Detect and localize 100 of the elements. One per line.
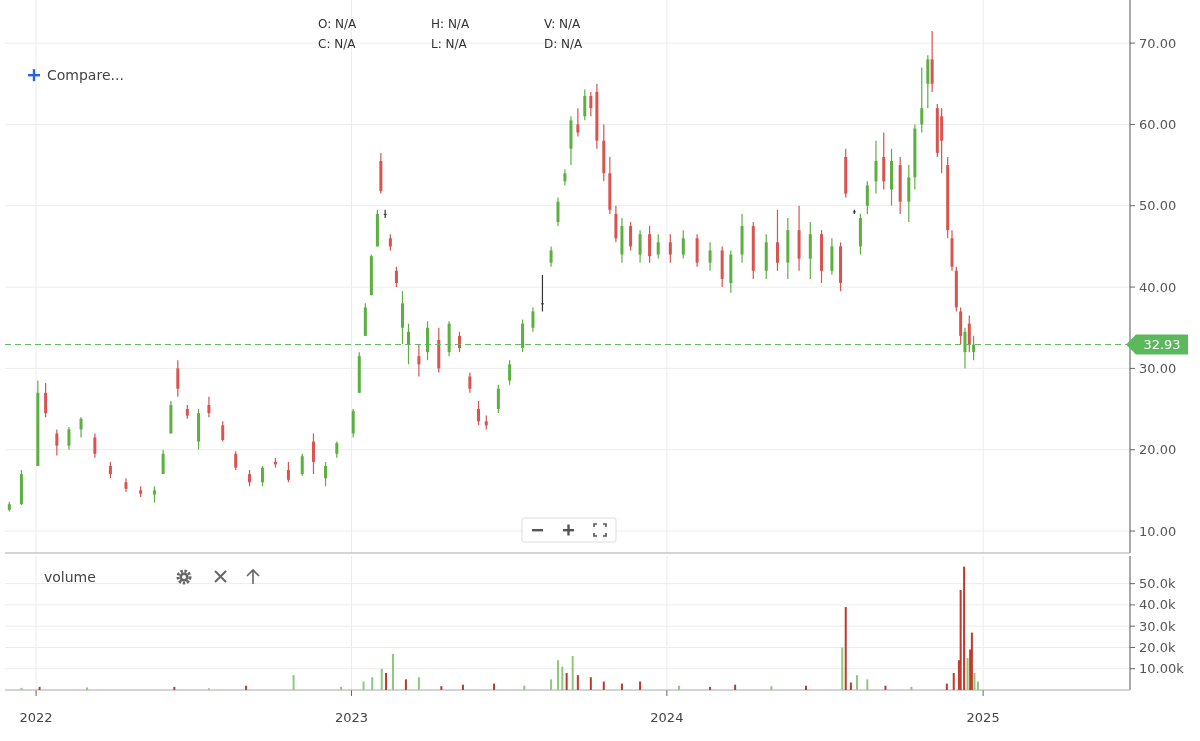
candlestick (638, 229, 642, 264)
bar (945, 683, 948, 690)
bar (966, 658, 969, 690)
y-tick-label: 10.00 (1139, 523, 1177, 539)
candlestick (79, 416, 83, 439)
candlestick (656, 233, 660, 260)
bar (770, 686, 773, 690)
annotation: H: N/A (431, 17, 470, 31)
bar (709, 686, 712, 690)
ref-line-label: 32.93 (1143, 337, 1181, 353)
bar (461, 684, 464, 690)
bar (571, 655, 574, 690)
annotation: C: N/A (318, 37, 357, 51)
x-tick-label: 2024 (650, 710, 684, 725)
annotation: D: N/A (544, 37, 584, 51)
x-tick-label: 2025 (966, 710, 1000, 725)
candlestick (920, 66, 924, 134)
bar (404, 679, 407, 690)
candlestick (549, 245, 553, 268)
bar (639, 681, 642, 690)
candlestick (681, 229, 685, 260)
bar (380, 668, 383, 690)
candlestick (508, 359, 512, 386)
candlestick (583, 88, 587, 121)
bar (734, 684, 737, 690)
bar (602, 681, 605, 690)
y-tick-label: 40.0k (1139, 597, 1176, 613)
bar (385, 672, 388, 690)
candlestick (286, 461, 290, 483)
candlestick (311, 432, 315, 475)
y-tick-label: 50.00 (1139, 198, 1177, 214)
candlestick (576, 107, 580, 138)
candlestick (775, 209, 779, 272)
candlestick (351, 408, 355, 439)
y-tick-label: 60.00 (1139, 116, 1177, 132)
candlestick (963, 327, 967, 369)
candlestick (394, 266, 398, 288)
bar (976, 681, 979, 690)
bar (292, 675, 295, 690)
bar (493, 683, 496, 690)
bar (866, 679, 869, 690)
annotation: Compare... (47, 67, 124, 83)
candlestick (221, 420, 225, 443)
bar (38, 686, 41, 690)
annotation: L: N/A (431, 37, 468, 51)
y-tick-label: 20.00 (1139, 442, 1177, 458)
bar (86, 687, 89, 690)
bar (557, 660, 559, 690)
annotation: O: N/A (318, 17, 358, 31)
candlestick (540, 274, 544, 313)
bar (417, 677, 420, 690)
candlestick (531, 306, 535, 333)
bar (20, 687, 23, 690)
candlestick (207, 396, 211, 418)
candlestick (890, 148, 894, 207)
candlestick (972, 335, 976, 361)
candlestick (668, 233, 672, 264)
candlestick (589, 91, 593, 117)
bar (952, 672, 955, 690)
x-tick-label: 2022 (19, 710, 53, 725)
candlestick (477, 400, 480, 426)
candlestick (300, 453, 304, 477)
bar (340, 686, 343, 690)
candlestick (468, 371, 472, 394)
candlestick (556, 197, 560, 227)
candlestick (161, 449, 165, 475)
candlestick (152, 485, 156, 504)
candlestick (648, 225, 652, 264)
bar (849, 682, 852, 690)
y-tick-label: 10.00k (1139, 661, 1185, 677)
bar (561, 666, 564, 690)
y-tick-label: 40.00 (1139, 279, 1177, 295)
bar (841, 647, 844, 690)
text: volume (44, 569, 96, 585)
y-tick-label: 20.0k (1139, 640, 1176, 656)
y-tick-label: 30.0k (1139, 618, 1176, 634)
y-tick-label: 50.0k (1139, 576, 1176, 592)
candlestick (44, 382, 48, 418)
candlestick (55, 428, 59, 457)
candlestick (865, 180, 869, 215)
bar (620, 683, 623, 690)
candlestick (708, 241, 712, 272)
bar (173, 686, 176, 690)
y-tick-label: 70.00 (1139, 35, 1177, 51)
candlestick (67, 426, 71, 451)
bar (550, 679, 553, 690)
candlestick (407, 323, 411, 365)
candlestick (93, 432, 97, 459)
candlestick (426, 320, 430, 361)
x-tick-label: 2023 (334, 710, 369, 725)
bar (589, 677, 592, 690)
candlestick (496, 384, 500, 414)
bar (963, 566, 966, 690)
bar (391, 653, 394, 690)
bar (970, 632, 973, 690)
bar (371, 677, 374, 690)
bar (565, 672, 568, 690)
candlestick (260, 465, 264, 487)
bar (910, 686, 913, 690)
candlestick (234, 450, 238, 471)
